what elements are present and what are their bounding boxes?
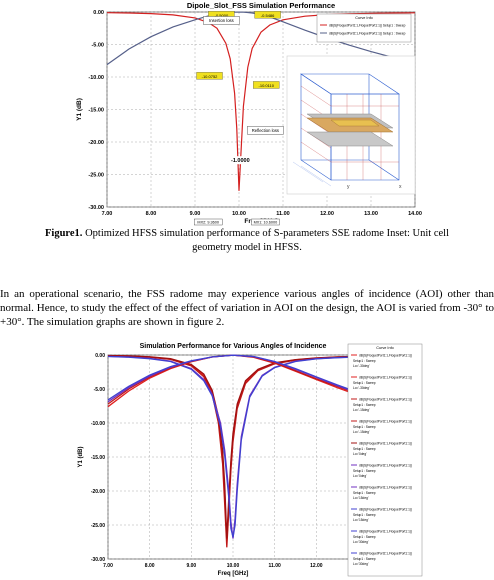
fig2-x-tick-label: 8.00 xyxy=(145,563,155,569)
fig2-y-tick-label: -15.00 xyxy=(91,455,105,461)
fig1-marker-label: -10.0752 xyxy=(202,74,219,79)
figure2-plot: Simulation Performance for Various Angle… xyxy=(78,343,423,577)
fig1-marker-box xyxy=(254,11,281,19)
fig2-legend-entry: dB(S(FloquetPort2:1,FloquetPort1:1)) xyxy=(359,420,412,424)
fig2-legend-angle: Lo='-15deg' xyxy=(353,408,370,412)
fig1-annotation: Insertion loss xyxy=(209,18,234,23)
fig1-y-axis-label: Y1 (dB) xyxy=(76,98,83,121)
fig2-legend-angle: Lo='15deg' xyxy=(353,518,369,522)
fig2-legend-setup: Setup1 : Sweep xyxy=(353,513,376,517)
fig2-x-tick-label: 11.00 xyxy=(269,563,281,569)
fig1-annotation-box xyxy=(203,16,240,25)
fig1-marker-label: -10.0110 xyxy=(259,83,275,88)
fig2-legend-angle: Lo='0deg' xyxy=(353,452,367,456)
fig1-y-tick-label: -25.00 xyxy=(88,173,104,179)
fig2-y-tick-label: -10.00 xyxy=(91,421,105,427)
fig2-legend-angle: Lo='30deg' xyxy=(353,562,369,566)
fig2-y-axis-label: Y1 (dB) xyxy=(78,446,84,467)
fig2-legend-angle: Lo='-15deg' xyxy=(353,430,370,434)
fig2-y-tick-label: -20.00 xyxy=(91,489,105,495)
fig2-legend-entry: dB(S(FloquetPort2:1,FloquetPort1:1)) xyxy=(359,508,412,512)
fig1-annotation-box xyxy=(222,156,259,165)
svg-text:y: y xyxy=(347,184,350,190)
fig1-marker-x-label: MX2: 9.3600 xyxy=(197,221,219,225)
fig2-legend-angle: Lo='0deg' xyxy=(353,474,367,478)
fig1-y-tick-label: -15.00 xyxy=(88,108,104,114)
fig2-legend-setup: Setup1 : Sweep xyxy=(353,425,376,429)
figure2-chart: Simulation Performance for Various Angle… xyxy=(76,340,424,580)
unit-cell-inset-image: y x xyxy=(286,55,416,195)
fig2-x-tick-label: 7.00 xyxy=(103,563,113,569)
fig2-legend-setup: Setup1 : Sweep xyxy=(353,447,376,451)
fig1-title: Dipole_Slot_FSS Simulation Performance xyxy=(187,1,335,10)
fig2-legend-setup: Setup1 : Sweep xyxy=(353,403,376,407)
figure1-caption-text: Optimized HFSS simulation performance of… xyxy=(85,228,449,253)
fig2-series-line-3 xyxy=(107,354,359,539)
fig1-annotation: -1.0000 xyxy=(231,158,250,164)
fig2-x-tick-label: 12.00 xyxy=(310,563,323,569)
fig2-legend-entry: dB(S(FloquetPort1:1,FloquetPort1:1)) xyxy=(359,486,412,490)
fig2-x-axis-label: Freq [GHz] xyxy=(218,571,249,577)
fig2-legend-setup: Setup1 : Sweep xyxy=(353,359,376,363)
fig1-marker-x-box xyxy=(193,218,223,226)
fig1-legend-header: Curve Info xyxy=(355,16,373,20)
figure1-caption: Figure1. Optimized HFSS simulation perfo… xyxy=(35,227,459,255)
fig2-legend-setup: Setup1 : Sweep xyxy=(353,469,376,473)
fig1-x-tick-label: 9.00 xyxy=(190,211,201,217)
fig1-legend-entry: dB(S(FloquetPort2:1,FloquetPort1:1)) Set… xyxy=(329,32,406,36)
fig1-marker-x-label: MX1: 10.6000 xyxy=(254,221,278,225)
fig2-legend-entry: dB(S(FloquetPort2:1,FloquetPort1:1)) xyxy=(359,552,412,556)
fig1-x-tick-label: 8.00 xyxy=(146,211,157,217)
fig2-y-tick-label: -25.00 xyxy=(91,523,105,529)
fig2-legend-angle: Lo='30deg' xyxy=(353,540,369,544)
figure1-caption-label: Figure1. xyxy=(45,228,83,239)
fig2-y-tick-label: 0.00 xyxy=(95,353,105,359)
fig2-series-line-9 xyxy=(107,354,359,401)
fig2-x-tick-label: 9.00 xyxy=(186,563,196,569)
fig2-legend-entry: dB(S(FloquetPort1:1,FloquetPort1:1)) xyxy=(359,442,412,446)
fig2-y-tick-label: -30.00 xyxy=(91,557,105,563)
fig1-legend-entry: dB(S(FloquetPort1:1,FloquetPort1:1)) Set… xyxy=(329,24,406,28)
fig2-legend-angle: Lo='-30deg' xyxy=(353,386,370,390)
fig2-legend-entry: dB(S(FloquetPort2:1,FloquetPort1:1)) xyxy=(359,376,412,380)
fig1-marker-label: -0.5000 xyxy=(215,13,229,18)
body-paragraph: In an operational scenario, the FSS rado… xyxy=(0,288,494,328)
fig1-x-tick-label: 13.00 xyxy=(364,211,378,217)
fig1-y-tick-label: -5.00 xyxy=(91,43,104,49)
fig1-marker-box xyxy=(253,81,280,89)
fig2-legend-header: Curve Info xyxy=(376,346,394,350)
fig2-x-tick-label: 10.00 xyxy=(227,563,240,569)
fig2-legend-angle: Lo='-30deg' xyxy=(353,364,370,368)
fig1-y-tick-label: 0.00 xyxy=(93,10,104,16)
fig2-legend-entry: dB(S(FloquetPort1:1,FloquetPort1:1)) xyxy=(359,398,412,402)
fig1-y-tick-label: -10.00 xyxy=(88,75,104,81)
fig2-legend-entry: dB(S(FloquetPort1:1,FloquetPort1:1)) xyxy=(359,354,412,358)
fig2-legend-entry: dB(S(FloquetPort2:1,FloquetPort1:1)) xyxy=(359,464,412,468)
fig2-legend-box xyxy=(347,343,423,577)
fig1-x-tick-label: 12.00 xyxy=(320,211,334,217)
fig1-annotation: Reflection loss xyxy=(252,128,279,133)
fig1-marker-x-box xyxy=(251,218,280,226)
fig1-legend-box xyxy=(316,13,412,43)
fig1-x-tick-label: 11.00 xyxy=(276,211,289,217)
fig1-annotation-box xyxy=(247,126,284,135)
fig2-legend-entry: dB(S(FloquetPort1:1,FloquetPort1:1)) xyxy=(359,530,412,534)
fig1-y-tick-label: -20.00 xyxy=(88,140,104,146)
fig2-legend-setup: Setup1 : Sweep xyxy=(353,491,376,495)
fig1-x-tick-label: 10.00 xyxy=(232,211,246,217)
fig1-marker-box xyxy=(196,72,223,80)
fig2-legend-setup: Setup1 : Sweep xyxy=(353,381,376,385)
fig2-legend-setup: Setup1 : Sweep xyxy=(353,557,376,561)
fig1-x-tick-label: 14.00 xyxy=(408,211,422,217)
fig1-y-tick-label: -30.00 xyxy=(88,205,104,211)
svg-text:x: x xyxy=(399,184,402,190)
fig1-marker-label: -0.5486 xyxy=(261,13,275,18)
fig2-title: Simulation Performance for Various Angle… xyxy=(140,343,327,350)
fig1-x-tick-label: 7.00 xyxy=(102,211,113,217)
fig2-legend-angle: Lo='15deg' xyxy=(353,496,369,500)
figure1-chart: Dipole_Slot_FSS Simulation Performance 7.… xyxy=(65,0,427,226)
fig2-y-tick-label: -5.00 xyxy=(94,387,106,393)
fig2-legend-setup: Setup1 : Sweep xyxy=(353,535,376,539)
